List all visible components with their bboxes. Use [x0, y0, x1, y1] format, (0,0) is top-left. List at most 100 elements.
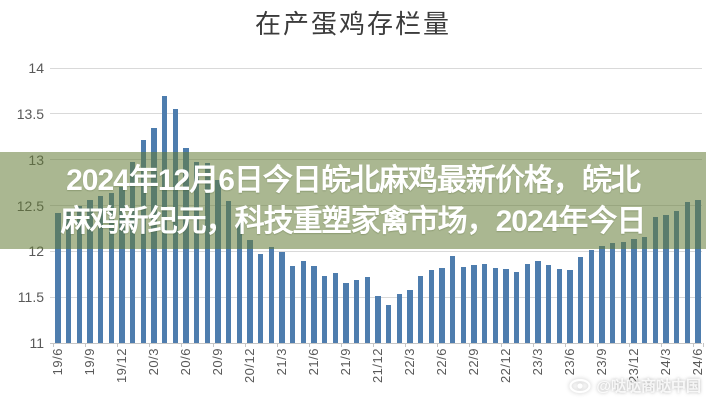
bar [513, 271, 520, 343]
x-tick-label: 21/9 [338, 348, 353, 376]
bar [236, 222, 243, 343]
bar [247, 240, 253, 343]
bar [364, 277, 371, 343]
bar [620, 242, 627, 343]
bar [695, 200, 701, 343]
bar [631, 239, 637, 343]
bar [108, 192, 115, 343]
x-axis-tick [340, 343, 342, 347]
x-tick-label: 22/6 [434, 348, 449, 376]
bar [471, 265, 477, 343]
watermark: @哒哒商哒中国 [569, 375, 701, 396]
bar [97, 196, 104, 343]
x-tick-label: 23/3 [530, 348, 545, 376]
x-axis-tick [244, 343, 246, 347]
bar [524, 264, 531, 343]
x-axis-tick [628, 343, 630, 347]
bar [599, 245, 605, 343]
x-axis-tick [116, 343, 118, 347]
bar [460, 266, 467, 343]
bar [311, 266, 317, 343]
x-axis-tick [276, 343, 278, 347]
bar [545, 265, 552, 343]
bar [417, 276, 424, 343]
gridline [50, 342, 702, 344]
x-axis-tick [500, 343, 502, 347]
eye-icon [569, 378, 591, 394]
headline-line-2: 麻鸡新纪元，科技重塑家禽市场，2024年今日 [60, 204, 647, 238]
bar [119, 187, 125, 343]
bar [76, 205, 83, 343]
bar [439, 267, 445, 343]
bar [492, 267, 499, 343]
x-axis-tick [564, 343, 566, 347]
x-axis-tick [532, 343, 534, 347]
bar [385, 305, 392, 343]
bar [268, 246, 275, 343]
bar [193, 161, 200, 343]
bar [65, 209, 72, 343]
watermark-text: @哒哒商哒中国 [596, 378, 701, 395]
x-axis-tick [180, 343, 182, 347]
bar [481, 264, 488, 343]
bar [129, 161, 136, 343]
x-axis-tick [436, 343, 438, 347]
x-tick-label: 22/3 [402, 348, 417, 376]
y-tick-label: 13.5 [16, 105, 44, 122]
x-tick-label: 21/3 [274, 348, 289, 376]
x-axis-tick [660, 343, 662, 347]
x-axis-tick [692, 343, 694, 347]
x-tick-label: 20/9 [210, 348, 225, 376]
bar [641, 236, 648, 343]
x-axis-tick [308, 343, 310, 347]
bar [535, 261, 541, 343]
bar [407, 289, 413, 343]
bar [353, 279, 360, 343]
x-axis-tick [468, 343, 470, 347]
bar [87, 200, 93, 343]
bar [449, 255, 456, 343]
x-tick-label: 21/12 [370, 348, 385, 384]
x-axis-tick [84, 343, 86, 347]
bar [257, 254, 264, 343]
x-tick-label: 19/12 [114, 348, 129, 384]
x-tick-label: 19/9 [82, 348, 97, 376]
bar [428, 269, 435, 343]
x-axis-tick [404, 343, 406, 347]
x-tick-label: 23/6 [562, 348, 578, 376]
bar [503, 268, 509, 343]
bar [673, 211, 680, 343]
bar [652, 216, 659, 343]
bar [225, 200, 232, 343]
y-tick-label: 11.5 [17, 289, 44, 306]
x-axis-tick [148, 343, 150, 347]
bar [556, 268, 563, 343]
bar [567, 269, 573, 343]
x-axis-tick [212, 343, 214, 347]
headline-overlay-band: 2024年12月6日今日皖北麻鸡最新价格，皖北 麻鸡新纪元，科技重塑家禽市场，2… [0, 152, 706, 249]
x-tick-label: 22/12 [498, 348, 513, 384]
x-axis-tick [596, 343, 598, 347]
x-tick-label: 20/6 [178, 348, 193, 376]
y-tick-label: 14 [28, 60, 44, 76]
bar [396, 293, 403, 343]
bar [332, 273, 339, 343]
bar [204, 163, 211, 343]
bar [289, 266, 296, 343]
headline-line-1: 2024年12月6日今日皖北麻鸡最新价格，皖北 [66, 163, 641, 197]
x-axis-tick [703, 343, 705, 347]
x-tick-label: 19/6 [50, 348, 65, 376]
bar [684, 201, 691, 343]
x-axis-tick [52, 343, 54, 347]
bar [609, 243, 616, 343]
x-tick-label: 20/12 [242, 348, 257, 384]
gridline [50, 67, 702, 69]
bar [588, 250, 595, 343]
gridline [50, 113, 702, 115]
bar [577, 256, 584, 343]
bar [321, 276, 328, 343]
bar [55, 212, 61, 343]
x-tick-label: 24/3 [658, 348, 674, 376]
bar [215, 179, 221, 343]
